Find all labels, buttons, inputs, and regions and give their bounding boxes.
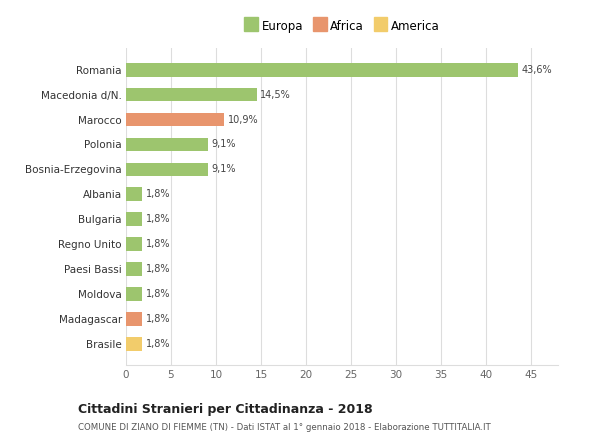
Text: 9,1%: 9,1% <box>212 165 236 174</box>
Text: 1,8%: 1,8% <box>146 239 170 249</box>
Text: 1,8%: 1,8% <box>146 314 170 324</box>
Text: 1,8%: 1,8% <box>146 264 170 274</box>
Text: 10,9%: 10,9% <box>228 114 259 125</box>
Text: 1,8%: 1,8% <box>146 339 170 349</box>
Bar <box>126 262 142 276</box>
Text: 1,8%: 1,8% <box>146 189 170 199</box>
Bar <box>126 187 142 201</box>
Text: Cittadini Stranieri per Cittadinanza - 2018: Cittadini Stranieri per Cittadinanza - 2… <box>78 403 373 416</box>
Text: 43,6%: 43,6% <box>522 65 553 75</box>
Text: 1,8%: 1,8% <box>146 214 170 224</box>
Bar <box>126 312 142 326</box>
Text: COMUNE DI ZIANO DI FIEMME (TN) - Dati ISTAT al 1° gennaio 2018 - Elaborazione TU: COMUNE DI ZIANO DI FIEMME (TN) - Dati IS… <box>78 423 491 432</box>
Bar <box>126 237 142 251</box>
Bar <box>126 162 208 176</box>
Bar <box>126 63 518 77</box>
Bar <box>126 337 142 351</box>
Bar <box>126 113 224 126</box>
Bar <box>126 88 257 102</box>
Legend: Europa, Africa, America: Europa, Africa, America <box>241 16 443 37</box>
Text: 14,5%: 14,5% <box>260 90 291 99</box>
Text: 9,1%: 9,1% <box>212 139 236 150</box>
Bar <box>126 287 142 301</box>
Bar <box>126 213 142 226</box>
Text: 1,8%: 1,8% <box>146 289 170 299</box>
Bar <box>126 138 208 151</box>
